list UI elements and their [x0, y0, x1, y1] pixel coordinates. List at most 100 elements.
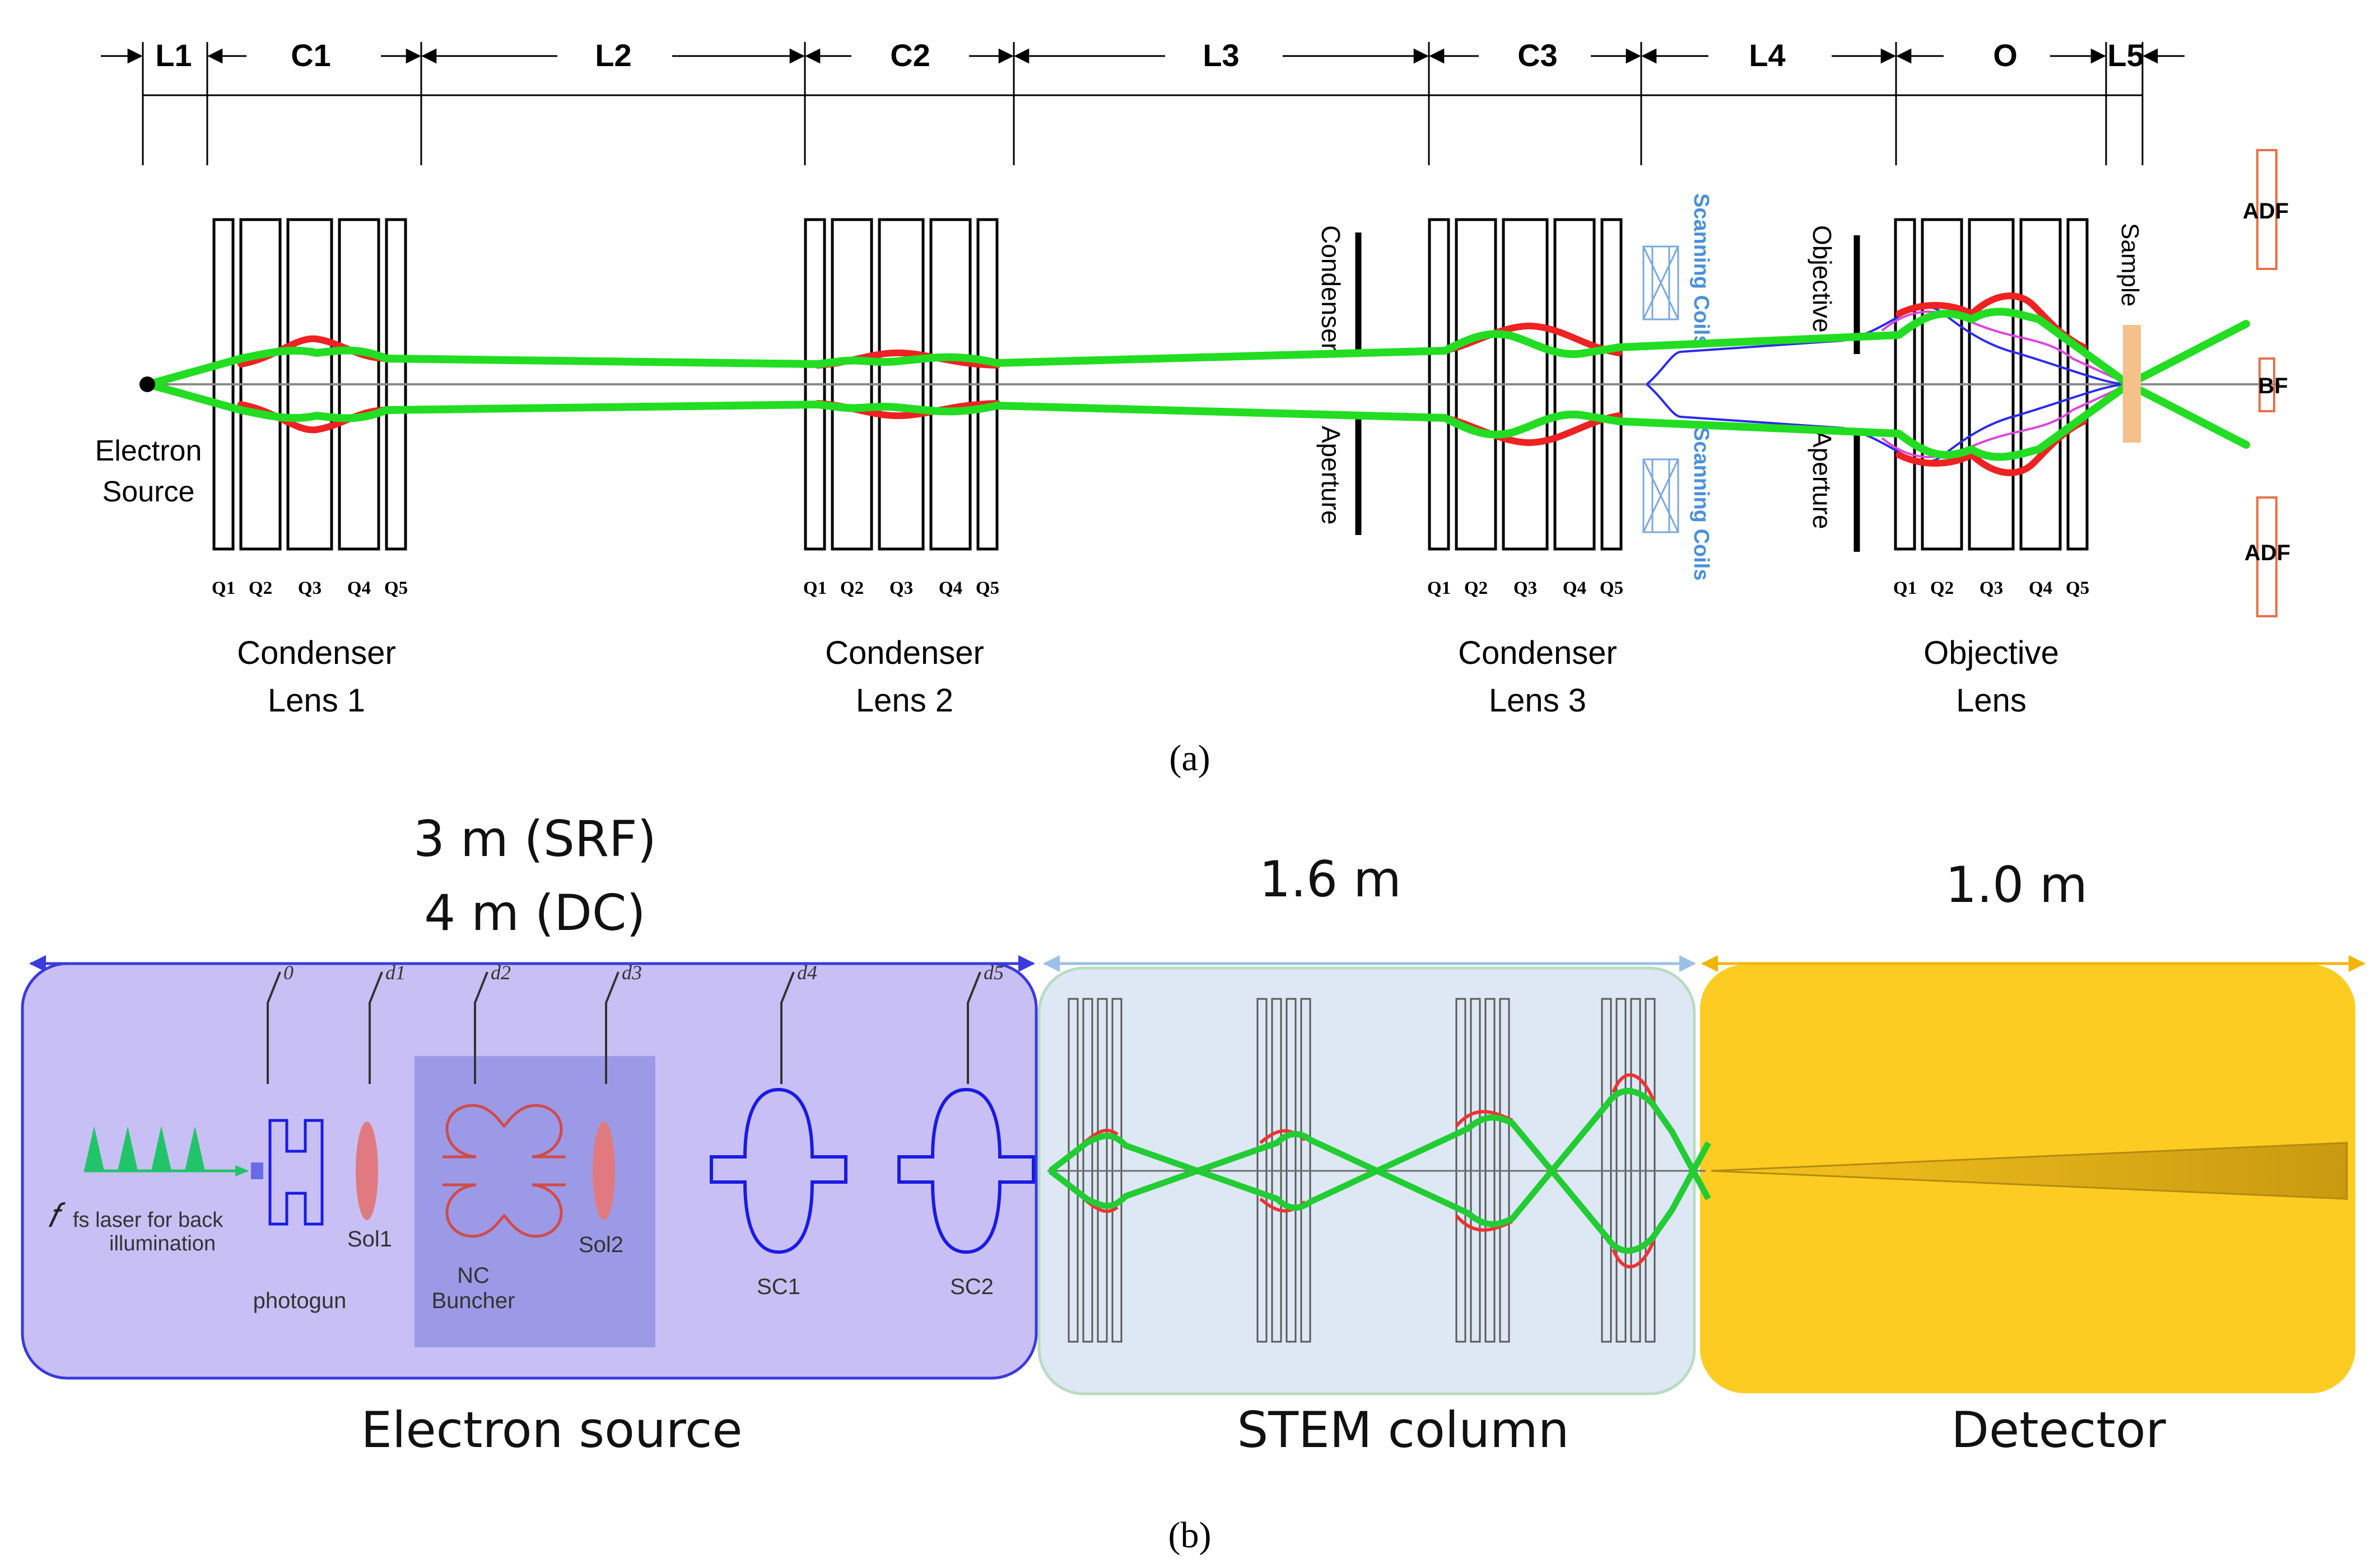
- segment-label: C2: [890, 38, 930, 73]
- adf-label-top: ADF: [2243, 199, 2289, 224]
- quad-label: Q2: [1464, 578, 1488, 598]
- segment-labels: L1 C1 L2 C2 L3 C3 L4 O L5: [155, 38, 2144, 73]
- detectors-a: ADF BF ADF: [2243, 149, 2290, 617]
- segment-label: O: [1993, 38, 2018, 73]
- sc2-label: SC2: [950, 1274, 994, 1299]
- quad-label: Q5: [384, 578, 408, 598]
- quad-label: Q3: [1513, 578, 1537, 598]
- bf-label: BF: [2258, 374, 2288, 398]
- lens-title-line2: Lens: [1956, 682, 2027, 719]
- position-marker-line: [474, 971, 488, 1084]
- condenser-aperture-label-bottom: Aperture: [1316, 426, 1345, 524]
- lens-title-line1: Objective: [1923, 635, 2059, 671]
- scanning-coils-label-top: Scanning Coils: [1689, 193, 1713, 347]
- sc1-label: SC1: [757, 1274, 800, 1299]
- photogun-cavity: [251, 1119, 324, 1226]
- quad-label: Q4: [347, 578, 371, 598]
- adf-detector-top: [2256, 149, 2277, 270]
- component-labels: photogun Sol1 NC Buncher Sol2 SC1 SC2: [253, 1227, 994, 1313]
- objective-aperture: Objective Aperture: [1808, 225, 1860, 552]
- position-marker-label: d3: [622, 961, 642, 984]
- quad-label: Q1: [1893, 578, 1917, 598]
- quad-label: Q3: [889, 578, 913, 598]
- condenser-aperture-label-top: Condenser: [1316, 225, 1345, 351]
- solenoid-1: [356, 1122, 378, 1220]
- position-marker-line: [605, 971, 620, 1084]
- position-marker-line: [369, 971, 383, 1084]
- position-marker-label: d1: [385, 961, 406, 984]
- position-marker-line: [967, 971, 981, 1084]
- segment-label: L2: [595, 38, 631, 73]
- nc-label-line1: NC: [457, 1263, 490, 1288]
- stem-column-box: [1037, 966, 1696, 1395]
- sol1-label: Sol1: [347, 1227, 392, 1252]
- lens-title-line2: Lens 2: [856, 682, 953, 719]
- lens-title-line2: Lens 3: [1489, 682, 1586, 719]
- electron-source-label-line2: Source: [103, 476, 195, 508]
- sample-label: Sample: [2116, 223, 2144, 306]
- quad-label: Q1: [1427, 578, 1451, 598]
- section-label-source: Electron source: [361, 1401, 742, 1459]
- segment-label: L3: [1203, 38, 1239, 73]
- nc-label-line2: Buncher: [432, 1288, 515, 1313]
- position-marker-label: d2: [491, 961, 511, 984]
- sc1-cavity: [710, 1087, 847, 1254]
- segment-label: L1: [155, 38, 192, 73]
- quad-label: Q3: [298, 578, 322, 598]
- quad-label: Q2: [249, 578, 272, 598]
- quad-labels: Q1 Q2 Q3 Q4 Q5 Q1 Q2 Q3 Q4 Q5 Q1 Q2 Q3 Q4 Q5 Q1 Q2 Q3 Q4 Q5: [212, 578, 2089, 598]
- segment-label: C3: [1517, 38, 1558, 73]
- quad-label: Q4: [2029, 578, 2052, 598]
- scanning-coils: Scanning Coils Scanning Coils: [1642, 193, 1713, 580]
- quad-label: Q5: [976, 578, 999, 598]
- lens-titles: Condenser Lens 1 Condenser Lens 2 Conden…: [237, 635, 2059, 719]
- objective-aperture-label-top: Objective: [1808, 225, 1837, 333]
- solenoid-2: [593, 1122, 615, 1220]
- length-headings: 3 m (SRF) 4 m (DC) 1.6 m 1.0 m: [413, 810, 2088, 942]
- photogun-label: photogun: [253, 1288, 347, 1313]
- caption-a: (a): [1169, 738, 1210, 779]
- position-marker-label: d5: [984, 961, 1004, 984]
- laser-label-line2: illumination: [109, 1232, 216, 1255]
- sol2-label: Sol2: [579, 1232, 623, 1257]
- quad-label: Q2: [1930, 578, 1954, 598]
- position-marker-label: 0: [283, 961, 294, 984]
- bf-detector: [2258, 357, 2275, 412]
- sc2-cavity: [897, 1087, 1035, 1254]
- lens-title-line2: Lens 1: [268, 682, 365, 719]
- section-labels: Electron source STEM column Detector: [361, 1401, 2166, 1459]
- laser-pulses: [84, 1126, 249, 1176]
- adf-detector-bottom: [2256, 496, 2277, 617]
- quad-label: Q5: [2066, 578, 2089, 598]
- section-label-detector: Detector: [1951, 1401, 2166, 1459]
- length-source-line1: 3 m (SRF): [413, 810, 656, 868]
- quad-label: Q4: [1563, 578, 1586, 598]
- quad-label: Q4: [939, 578, 962, 598]
- length-detector: 1.0 m: [1945, 856, 2088, 914]
- panel-b: 3 m (SRF) 4 m (DC) 1.6 m 1.0 m 0 d1 d2 d3 d4…: [21, 810, 2365, 1556]
- quad-label: Q3: [1980, 578, 2003, 598]
- objective-aperture-label-bottom: Aperture: [1808, 430, 1837, 529]
- electron-source-label-line1: Electron: [95, 435, 202, 467]
- quad-label: Q2: [840, 578, 864, 598]
- scanning-coils-label-bottom: Scanning Coils: [1689, 427, 1713, 580]
- segment-label: C1: [291, 38, 331, 73]
- quad-label: Q1: [212, 578, 235, 598]
- length-source-line2: 4 m (DC): [424, 884, 646, 942]
- green-beam: [145, 308, 2250, 461]
- lens-title-line1: Condenser: [1458, 635, 1617, 671]
- section-label-column: STEM column: [1237, 1401, 1569, 1459]
- nc-buncher-cavity: [443, 1104, 566, 1238]
- condenser-aperture: Condenser Aperture: [1316, 225, 1362, 535]
- lens-title-line1: Condenser: [237, 635, 396, 671]
- quad-label: Q5: [1600, 578, 1623, 598]
- quad-label: Q1: [803, 578, 827, 598]
- stem-green-beam: [1048, 1088, 1711, 1254]
- laser-label-line1: fs laser for back: [73, 1208, 223, 1232]
- position-marker-line: [780, 971, 795, 1084]
- electron-source-dot: [139, 376, 155, 392]
- position-marker-label: d4: [797, 961, 817, 984]
- position-markers: 0 d1 d2 d3 d4 d5: [267, 961, 1004, 1084]
- segment-label: L5: [2107, 38, 2144, 73]
